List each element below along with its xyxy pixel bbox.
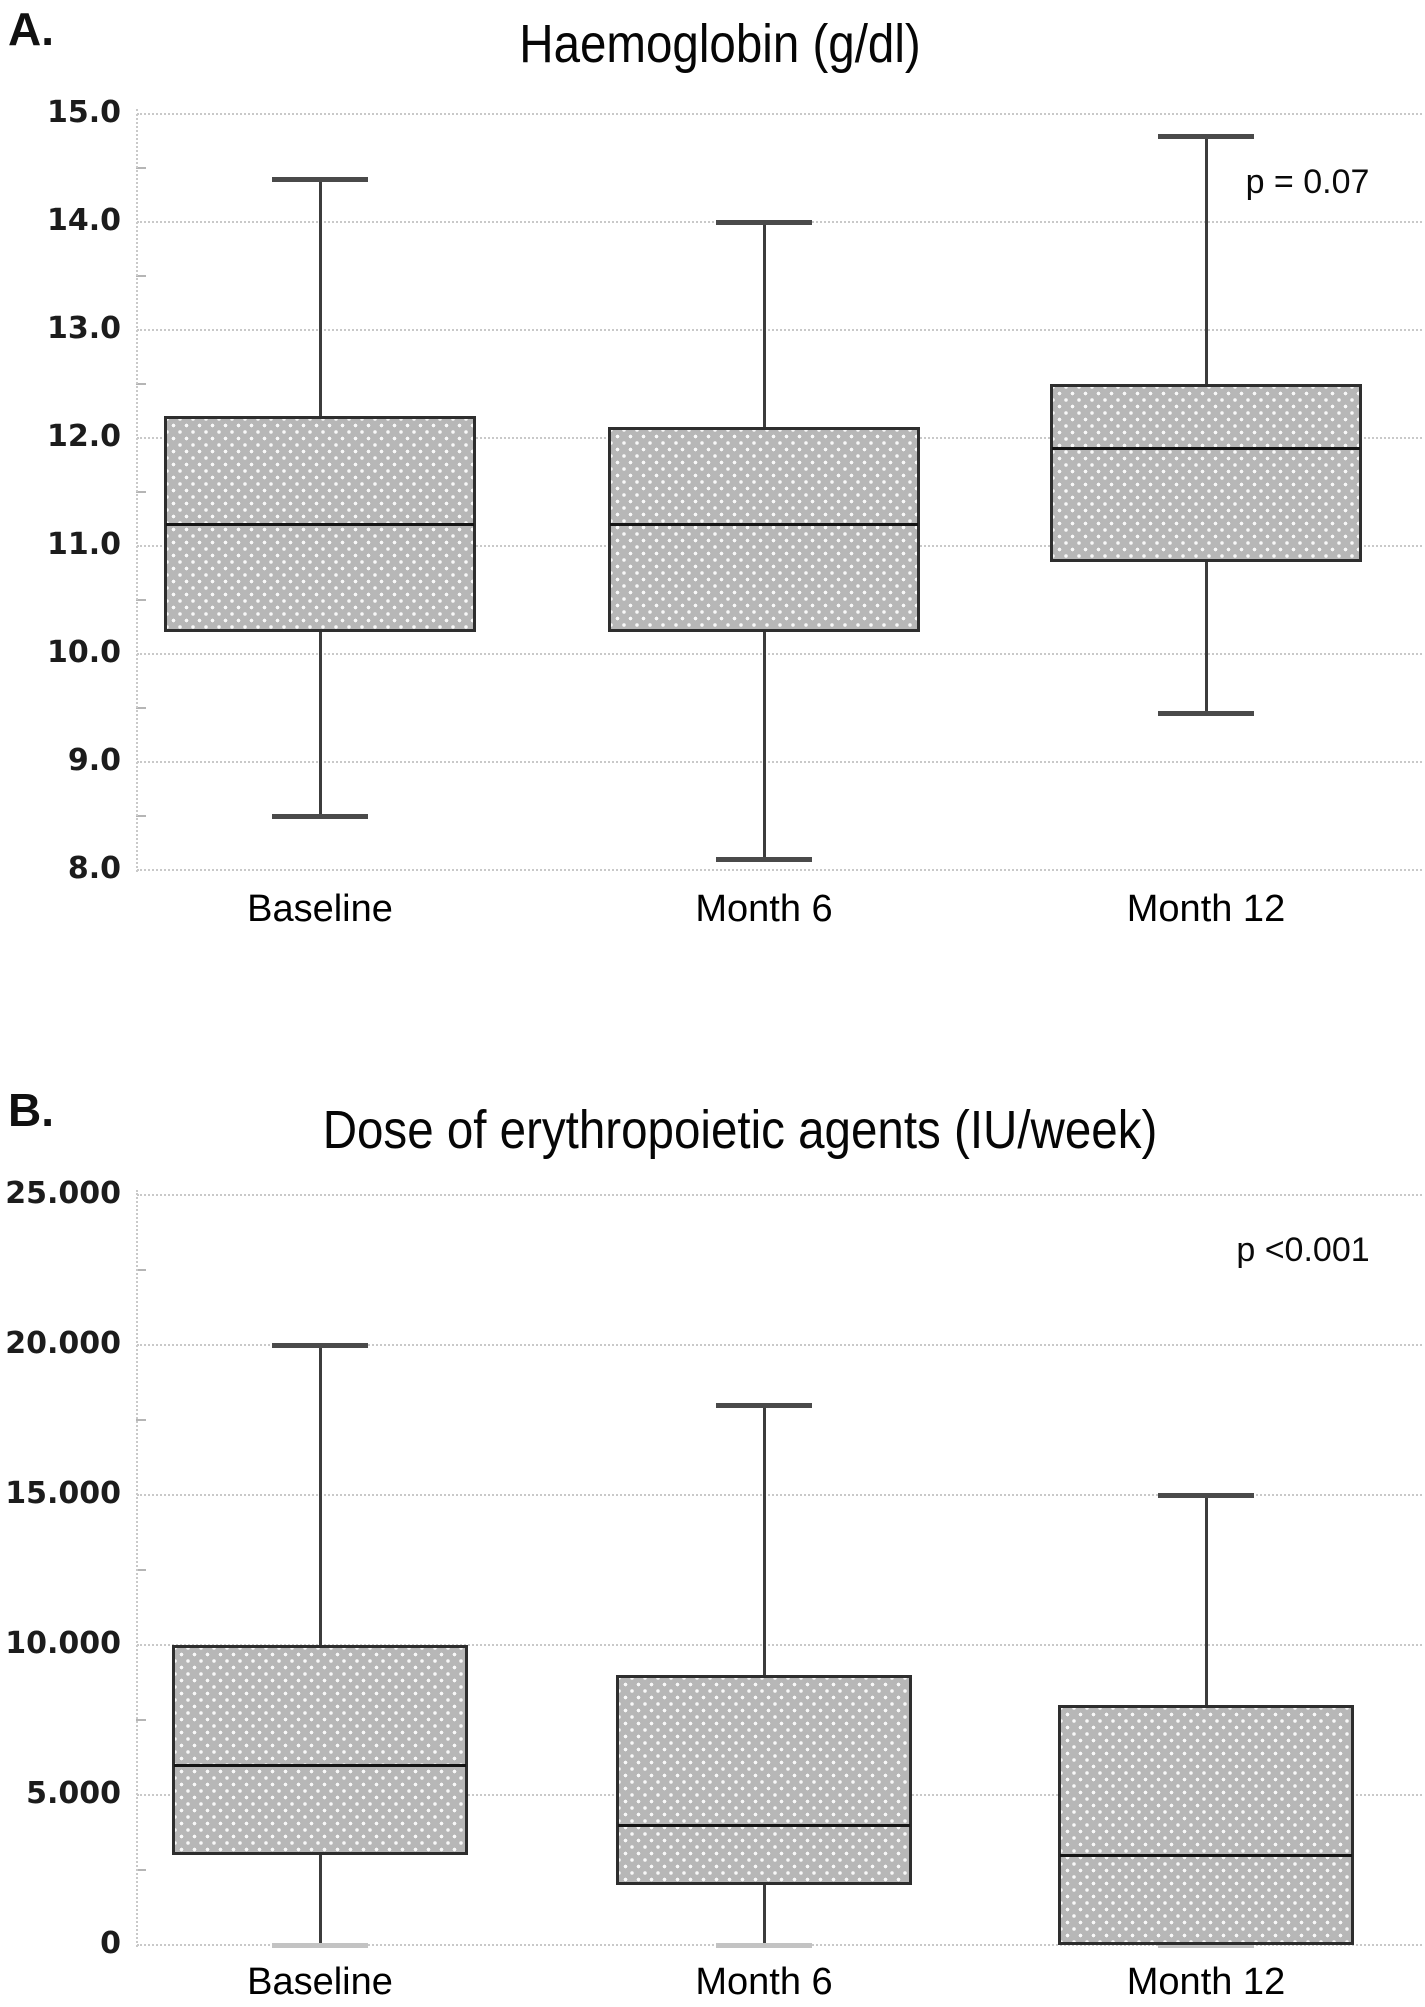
y-axis-line — [136, 1190, 138, 1947]
y-axis-minor-tick — [136, 167, 146, 169]
y-axis-tick-label: 12.0 — [46, 419, 121, 454]
lower-whisker-month-12 — [1204, 562, 1208, 714]
x-axis-label-baseline: Baseline — [247, 1961, 393, 2003]
gridline — [137, 1644, 1422, 1646]
box-month-6 — [616, 1675, 912, 1885]
y-axis-tick-label: 13.0 — [46, 311, 121, 346]
upper-whisker-cap-baseline — [272, 176, 368, 182]
lower-whisker-baseline — [318, 1855, 322, 1945]
gridline — [137, 113, 1422, 115]
box-baseline — [172, 1645, 468, 1855]
upper-whisker-cap-month-6 — [716, 220, 812, 225]
median-line-month-6 — [610, 522, 918, 526]
y-axis-tick-label: 5.000 — [26, 1776, 121, 1811]
upper-whisker-month-12 — [1204, 1495, 1208, 1705]
upper-whisker-month-6 — [762, 1405, 766, 1675]
gridline — [137, 1344, 1422, 1346]
y-axis-minor-tick — [136, 1419, 146, 1421]
y-axis-tick-label: 10.000 — [5, 1626, 121, 1661]
y-axis-minor-tick — [136, 491, 146, 493]
y-axis-minor-tick — [136, 815, 146, 817]
lower-whisker-cap-month-12 — [1158, 1943, 1254, 1948]
y-axis-tick-label: 9.0 — [67, 743, 121, 778]
gridline — [137, 1194, 1422, 1196]
y-axis-minor-tick — [136, 1869, 146, 1871]
lower-whisker-baseline — [318, 632, 322, 816]
median-line-month-6 — [618, 1823, 910, 1827]
y-axis-minor-tick — [136, 1719, 146, 1721]
median-line-month-12 — [1060, 1853, 1352, 1857]
y-axis-minor-tick — [136, 1269, 146, 1271]
y-axis-tick-label: 8.0 — [67, 851, 121, 886]
y-axis-minor-tick — [136, 1569, 146, 1571]
lower-whisker-cap-baseline — [272, 814, 368, 819]
y-axis-minor-tick — [136, 599, 146, 601]
median-line-baseline — [174, 1763, 466, 1767]
y-axis-line — [136, 109, 138, 872]
upper-whisker-baseline — [318, 1345, 322, 1645]
x-axis-label-month-6: Month 6 — [695, 888, 833, 930]
y-axis-tick-label: 0 — [100, 1926, 121, 1961]
y-axis-tick-label: 15.0 — [46, 95, 121, 130]
y-axis-minor-tick — [136, 707, 146, 709]
gridline — [137, 869, 1422, 871]
lower-whisker-cap-baseline — [272, 1943, 368, 1948]
y-axis-minor-tick — [136, 383, 146, 385]
lower-whisker-cap-month-6 — [716, 857, 812, 863]
gridline — [137, 1494, 1422, 1496]
lower-whisker-cap-month-6 — [716, 1943, 812, 1948]
y-axis-minor-tick — [136, 275, 146, 277]
median-line-baseline — [166, 522, 474, 526]
x-axis-label-month-12: Month 12 — [1126, 1961, 1286, 2003]
gridline — [137, 761, 1422, 763]
upper-whisker-cap-month-6 — [716, 1403, 812, 1408]
y-axis-tick-label: 20.000 — [5, 1326, 121, 1361]
box-month-6 — [608, 427, 920, 633]
y-axis-tick-label: 14.0 — [46, 203, 121, 238]
panel-b-title: Dose of erythropoietic agents (IU/week) — [322, 1100, 1158, 1160]
lower-whisker-cap-month-12 — [1158, 711, 1254, 717]
panel-b-letter: B. — [8, 1084, 54, 1136]
gridline — [137, 329, 1422, 331]
box-month-12 — [1058, 1705, 1354, 1945]
median-line-month-12 — [1052, 447, 1360, 451]
x-axis-label-month-12: Month 12 — [1126, 888, 1286, 930]
lower-whisker-month-6 — [762, 1885, 766, 1945]
x-axis-label-month-6: Month 6 — [695, 1961, 833, 2003]
panel-b-p-value: p <0.001 — [1236, 1231, 1370, 1269]
upper-whisker-month-6 — [762, 222, 766, 428]
upper-whisker-baseline — [318, 178, 322, 417]
panel-a-letter: A. — [8, 3, 54, 55]
y-axis-tick-label: 15.000 — [5, 1476, 121, 1511]
y-axis-tick-label: 11.0 — [46, 527, 121, 562]
x-axis-label-baseline: Baseline — [247, 888, 393, 930]
gridline — [137, 653, 1422, 655]
panel-a-title: Haemoglobin (g/dl) — [519, 14, 921, 74]
upper-whisker-month-12 — [1204, 135, 1208, 384]
upper-whisker-cap-baseline — [272, 1343, 368, 1348]
upper-whisker-cap-month-12 — [1158, 1493, 1254, 1498]
y-axis-tick-label: 10.0 — [46, 635, 121, 670]
y-axis-tick-label: 25.000 — [5, 1176, 121, 1211]
panel-a-p-value: p = 0.07 — [1245, 163, 1370, 201]
lower-whisker-month-6 — [762, 632, 766, 860]
upper-whisker-cap-month-12 — [1158, 133, 1254, 139]
box-month-12 — [1050, 384, 1362, 563]
